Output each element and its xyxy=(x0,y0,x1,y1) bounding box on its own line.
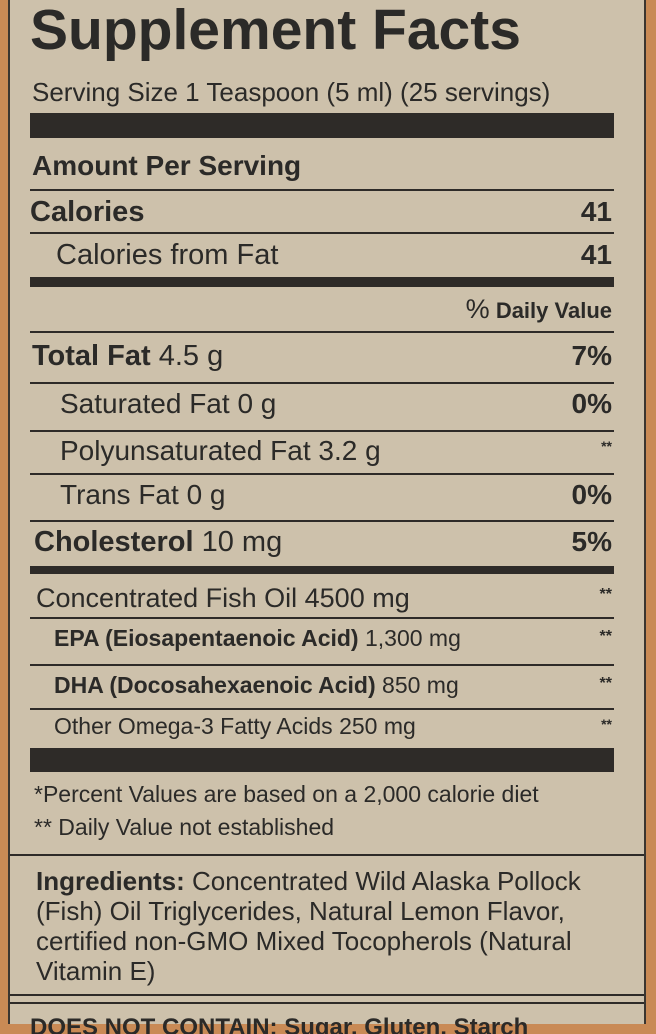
facts-panel: Supplement Facts Serving Size 1 Teaspoon… xyxy=(8,0,646,1034)
nutrient-name: EPA (Eiosapentaenoic Acid) xyxy=(54,625,359,651)
ingredients: Ingredients: Concentrated Wild Alaska Po… xyxy=(36,866,596,986)
nutrient-row: EPA (Eiosapentaenoic Acid) 1,300 mg xyxy=(54,627,461,650)
calories-fat-value: 41 xyxy=(580,239,612,270)
rule xyxy=(30,331,614,333)
nutrient-amount: 3.2 g xyxy=(318,435,381,466)
thick-rule xyxy=(30,277,614,287)
rule xyxy=(10,854,644,856)
nutrient-name: Trans Fat xyxy=(60,479,179,510)
nutrient-amount: 4.5 g xyxy=(158,340,224,372)
daily-value: ** xyxy=(601,438,612,454)
nutrient-name: Total Fat xyxy=(32,340,151,372)
nutrient-name: Cholesterol xyxy=(34,526,194,558)
does-not-contain: DOES NOT CONTAIN: Sugar, Gluten, Starch xyxy=(30,1014,529,1034)
title: Supplement Facts xyxy=(30,0,521,62)
rule xyxy=(30,382,614,384)
rule xyxy=(30,664,614,666)
rule xyxy=(30,617,614,619)
nutrient-row: Other Omega-3 Fatty Acids 250 mg xyxy=(54,715,416,738)
nutrient-row: DHA (Docosahexaenoic Acid) 850 mg xyxy=(54,674,459,697)
nutrient-amount: 0 g xyxy=(237,388,277,419)
daily-value: ** xyxy=(599,675,612,692)
footnote: ** Daily Value not established xyxy=(34,814,335,840)
daily-value: 0% xyxy=(571,388,612,419)
ingredients-label: Ingredients: xyxy=(36,866,185,896)
daily-value: ** xyxy=(599,628,612,645)
nutrient-name: Saturated Fat xyxy=(60,388,230,419)
nutrient-amount: 850 mg xyxy=(382,672,459,698)
nutrient-amount: 0 g xyxy=(186,479,226,510)
rule xyxy=(30,189,614,191)
footnote: *Percent Values are based on a 2,000 cal… xyxy=(34,781,539,807)
nutrient-name: DHA (Docosahexaenoic Acid) xyxy=(54,672,376,698)
daily-value: 5% xyxy=(571,526,612,557)
rule xyxy=(10,994,644,996)
nutrient-amount: 250 mg xyxy=(339,713,416,739)
daily-value: ** xyxy=(599,586,612,603)
daily-value: 0% xyxy=(571,479,612,510)
daily-value: ** xyxy=(601,716,612,732)
dv-label: Daily Value xyxy=(495,298,612,323)
rule xyxy=(30,708,614,710)
rule xyxy=(30,520,614,522)
daily-value: 7% xyxy=(571,340,612,371)
nutrient-row: Cholesterol 10 mg xyxy=(34,528,282,557)
dv-header: % Daily Value xyxy=(466,296,612,323)
nutrient-amount: 1,300 mg xyxy=(364,625,461,651)
nutrient-row: Saturated Fat 0 g xyxy=(60,390,276,418)
nutrient-row: Polyunsaturated Fat 3.2 g xyxy=(60,437,381,465)
calories-label: Calories xyxy=(30,196,145,228)
contains-box: DOES NOT CONTAIN: Sugar, Gluten, Starch xyxy=(10,1002,644,1034)
nutrient-name: Other Omega-3 Fatty Acids xyxy=(54,713,333,739)
nutrient-row: Total Fat 4.5 g xyxy=(32,342,223,371)
calories-value: 41 xyxy=(580,196,612,227)
thick-rule xyxy=(30,566,614,574)
dv-percent: % xyxy=(465,294,490,324)
calories-fat-label: Calories from Fat xyxy=(56,239,279,271)
nutrient-row: Trans Fat 0 g xyxy=(60,481,226,509)
nutrient-name: Concentrated Fish Oil xyxy=(36,583,298,613)
ingredients-text: Concentrated Wild Alaska Pollock (Fish) … xyxy=(36,866,581,986)
serving-size: Serving Size 1 Teaspoon (5 ml) (25 servi… xyxy=(32,77,551,107)
nutrient-row: Concentrated Fish Oil 4500 mg xyxy=(36,585,410,612)
nutrient-name: Polyunsaturated Fat xyxy=(60,435,311,466)
rule xyxy=(30,430,614,432)
amount-header: Amount Per Serving xyxy=(32,150,302,181)
nutrient-amount: 4500 mg xyxy=(304,583,410,613)
rule xyxy=(30,232,614,234)
thick-rule xyxy=(30,748,614,772)
thick-rule xyxy=(30,113,614,138)
nutrient-amount: 10 mg xyxy=(201,526,283,558)
rule xyxy=(30,473,614,475)
